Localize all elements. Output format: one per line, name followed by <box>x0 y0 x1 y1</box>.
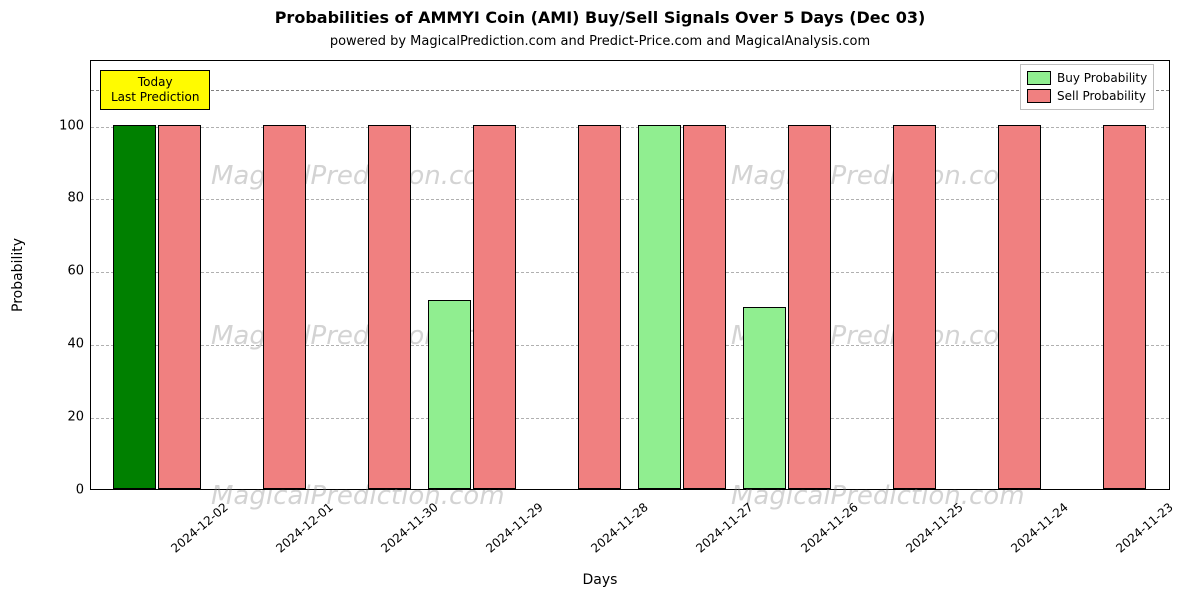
bar-group <box>848 125 940 489</box>
x-tick-label: 2024-11-29 <box>483 500 545 556</box>
y-axis-label: Probability <box>10 238 26 312</box>
y-tick-label: 80 <box>34 191 84 206</box>
reference-line <box>91 90 1169 91</box>
chart-subtitle: powered by MagicalPrediction.com and Pre… <box>0 34 1200 49</box>
sell-bar <box>893 125 936 489</box>
y-tick-label: 100 <box>34 118 84 133</box>
x-tick-label: 2024-11-23 <box>1113 500 1175 556</box>
sell-bar <box>578 125 621 489</box>
sell-bar <box>158 125 201 489</box>
sell-bar <box>1103 125 1146 489</box>
x-tick-label: 2024-12-01 <box>273 500 335 556</box>
x-tick-label: 2024-12-02 <box>168 500 230 556</box>
legend-item: Sell Probability <box>1027 87 1147 105</box>
legend-label: Buy Probability <box>1057 71 1147 85</box>
y-tick-label: 20 <box>34 410 84 425</box>
bar-group <box>953 125 1045 489</box>
bar-group <box>533 125 625 489</box>
x-tick-label: 2024-11-30 <box>378 500 440 556</box>
today-box-line: Today <box>111 75 199 90</box>
legend: Buy Probability Sell Probability <box>1020 64 1154 110</box>
x-axis-label: Days <box>0 572 1200 588</box>
today-annotation: TodayLast Prediction <box>100 70 210 110</box>
bar-group <box>1058 125 1150 489</box>
y-tick-label: 60 <box>34 264 84 279</box>
plot-area: MagicalPrediction.comMagicalPrediction.c… <box>90 60 1170 490</box>
y-tick-label: 40 <box>34 337 84 352</box>
y-tick-label: 0 <box>34 483 84 498</box>
buy-bar <box>638 125 681 489</box>
sell-bar <box>368 125 411 489</box>
legend-label: Sell Probability <box>1057 89 1146 103</box>
today-box-line: Last Prediction <box>111 90 199 105</box>
sell-bar <box>473 125 516 489</box>
sell-bar <box>788 125 831 489</box>
bar-group <box>323 125 415 489</box>
sell-bar <box>998 125 1041 489</box>
x-tick-label: 2024-11-25 <box>903 500 965 556</box>
sell-bar <box>263 125 306 489</box>
x-tick-label: 2024-11-27 <box>693 500 755 556</box>
legend-swatch <box>1027 71 1051 85</box>
bar-group <box>638 125 730 489</box>
legend-swatch <box>1027 89 1051 103</box>
buy-bar <box>428 300 471 489</box>
buy-bar <box>113 125 156 489</box>
bar-group <box>428 125 520 489</box>
bar-group <box>743 125 835 489</box>
buy-bar <box>743 307 786 489</box>
bar-group <box>218 125 310 489</box>
bar-group <box>113 125 205 489</box>
x-tick-label: 2024-11-26 <box>798 500 860 556</box>
chart-title: Probabilities of AMMYI Coin (AMI) Buy/Se… <box>0 8 1200 27</box>
sell-bar <box>683 125 726 489</box>
x-tick-label: 2024-11-28 <box>588 500 650 556</box>
legend-item: Buy Probability <box>1027 69 1147 87</box>
x-tick-label: 2024-11-24 <box>1008 500 1070 556</box>
